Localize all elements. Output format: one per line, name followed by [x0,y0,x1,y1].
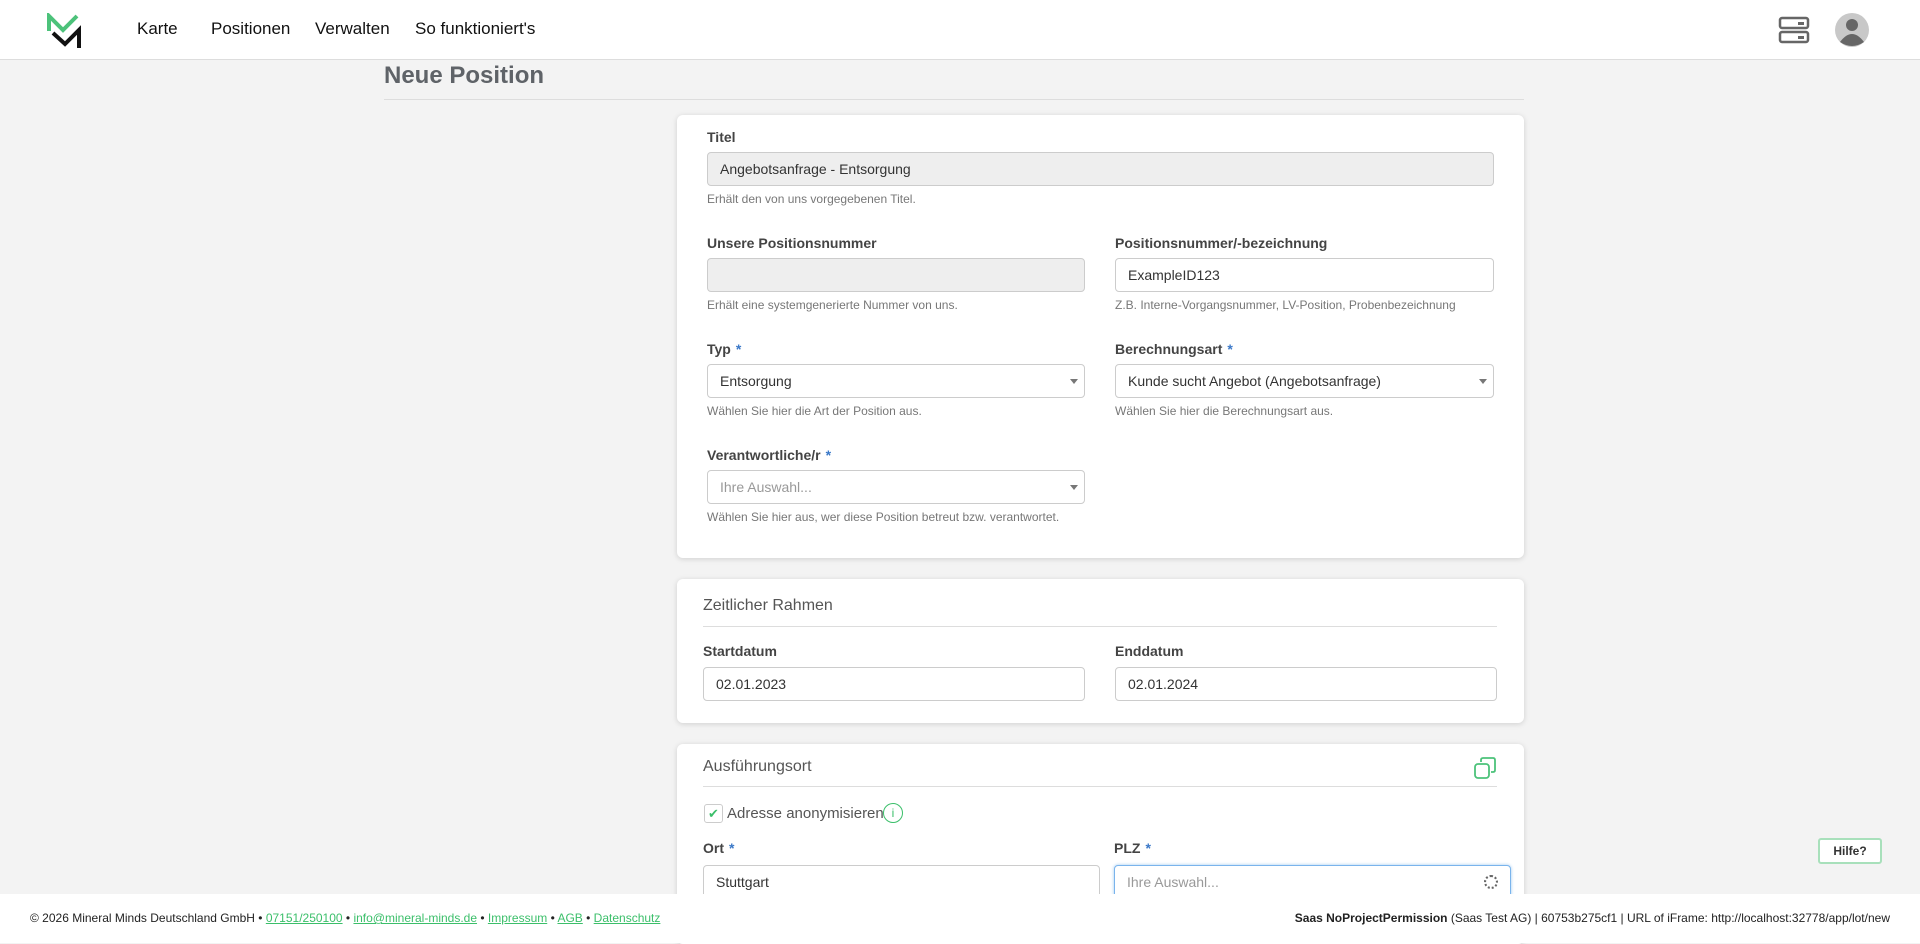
copy-icon[interactable] [1473,756,1497,780]
plz-select[interactable]: Ihre Auswahl... [1114,865,1511,899]
separator: • [342,911,354,925]
position-id-label: Positionsnummer/-bezeichnung [1115,235,1328,251]
server-icon[interactable] [1778,16,1810,44]
copyright-text: © 2026 Mineral Minds Deutschland GmbH [30,911,255,925]
nav-karte[interactable]: Karte [137,19,178,38]
impressum-link[interactable]: Impressum [487,911,548,925]
user-avatar[interactable] [1834,12,1870,48]
typ-label: Typ * [707,341,742,357]
our-number-input[interactable] [707,258,1085,292]
location-title: Ausführungsort [703,758,812,775]
nav-positionen[interactable]: Positionen [211,19,291,38]
timeframe-title: Zeitlicher Rahmen [703,597,833,614]
chevron-down-icon [1070,485,1078,490]
session-info: (Saas Test AG) | 60753b275cf1 | URL of i… [1447,911,1890,925]
berechnungsart-select[interactable]: Kunde sucht Angebot (Angebotsanfrage) [1115,364,1494,398]
titel-help: Erhält den von uns vorgegebenen Titel. [707,192,916,206]
typ-help: Wählen Sie hier die Art der Position aus… [707,404,922,418]
titel-input[interactable]: Angebotsanfrage - Entsorgung [707,152,1494,186]
datenschutz-link[interactable]: Datenschutz [593,911,661,925]
typ-select[interactable]: Entsorgung [707,364,1085,398]
footer: © 2026 Mineral Minds Deutschland GmbH • … [0,894,1920,943]
verantwortlich-help: Wählen Sie hier aus, wer diese Position … [707,510,1060,524]
separator: • [582,911,594,925]
general-card: Titel Angebotsanfrage - Entsorgung Erhäl… [677,115,1524,558]
separator: • [547,911,558,925]
berechnungsart-label: Berechnungsart * [1115,341,1233,357]
position-id-help: Z.B. Interne-Vorgangsnummer, LV-Position… [1115,298,1456,312]
titel-label: Titel [707,129,736,145]
chevron-down-icon [1479,379,1487,384]
top-navbar: Karte Positionen Verwalten So funktionie… [0,0,1920,60]
footer-right: Saas NoProjectPermission (Saas Test AG) … [1295,911,1890,925]
start-date-input[interactable]: 02.01.2023 [703,667,1085,701]
user-name: Saas NoProjectPermission [1294,911,1448,925]
verantwortlich-select[interactable]: Ihre Auswahl... [707,470,1085,504]
end-date-input[interactable]: 02.01.2024 [1115,667,1497,701]
footer-left: © 2026 Mineral Minds Deutschland GmbH • … [30,911,660,925]
divider [384,99,1524,100]
our-number-help: Erhält eine systemgenerierte Nummer von … [707,298,958,312]
our-number-label: Unsere Positionsnummer [707,235,877,251]
agb-link[interactable]: AGB [557,911,583,925]
position-id-input[interactable]: ExampleID123 [1115,258,1494,292]
berechnungsart-help: Wählen Sie hier die Berechnungsart aus. [1115,404,1334,418]
anonymize-checkbox[interactable]: ✔ [704,804,723,823]
help-button[interactable]: Hilfe? [1818,838,1882,864]
page-title: Neue Position [384,62,545,89]
divider [703,626,1497,627]
chevron-down-icon [1070,379,1078,384]
start-label: Startdatum [703,643,777,659]
ort-label: Ort * [703,840,735,856]
nav-so-funktionierts[interactable]: So funktioniert's [415,19,536,38]
phone-link[interactable]: 07151/250100 [265,911,343,925]
nav-verwalten[interactable]: Verwalten [315,19,390,38]
separator: • [254,911,266,925]
verantwortlich-label: Verantwortliche/r * [707,447,832,463]
end-label: Enddatum [1115,643,1184,659]
anonymize-label: Adresse anonymisieren [727,805,884,822]
loading-spinner-icon [1484,875,1498,889]
divider [703,786,1497,787]
mineral-minds-logo[interactable] [46,13,84,49]
plz-label: PLZ * [1114,840,1151,856]
separator: • [477,911,488,925]
info-icon[interactable]: i [883,803,903,823]
email-link[interactable]: info@mineral-minds.de [353,911,478,925]
timeframe-card: Zeitlicher Rahmen Startdatum 02.01.2023 … [677,579,1524,723]
